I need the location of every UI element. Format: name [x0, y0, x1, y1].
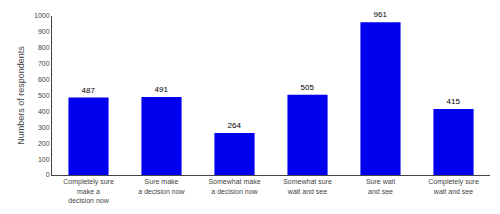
svg-text:100: 100 [38, 156, 50, 163]
svg-text:0: 0 [46, 171, 50, 178]
svg-text:700: 700 [38, 60, 50, 67]
svg-text:487: 487 [82, 86, 96, 95]
svg-text:400: 400 [38, 108, 50, 115]
svg-text:264: 264 [228, 121, 242, 130]
svg-text:Sure waitand see: Sure waitand see [366, 178, 395, 194]
svg-text:505: 505 [301, 83, 315, 92]
svg-text:600: 600 [38, 76, 50, 83]
svg-text:200: 200 [38, 140, 50, 147]
svg-text:800: 800 [38, 44, 50, 51]
svg-text:961: 961 [374, 10, 388, 19]
svg-text:Somewhat surewait and see: Somewhat surewait and see [283, 178, 332, 194]
svg-text:Sure makea decision now: Sure makea decision now [138, 178, 185, 194]
svg-text:300: 300 [38, 124, 50, 131]
svg-text:Numbers of respondents: Numbers of respondents [16, 46, 26, 145]
svg-text:500: 500 [38, 92, 50, 99]
svg-text:Completely suremake adecision: Completely suremake adecision now [63, 178, 114, 203]
svg-text:491: 491 [155, 85, 169, 94]
svg-text:1000: 1000 [34, 12, 50, 19]
svg-text:Somewhat makea decision now: Somewhat makea decision now [208, 178, 260, 194]
svg-text:415: 415 [447, 97, 461, 106]
svg-text:900: 900 [38, 28, 50, 35]
svg-text:Completely surewait and see: Completely surewait and see [428, 178, 479, 194]
